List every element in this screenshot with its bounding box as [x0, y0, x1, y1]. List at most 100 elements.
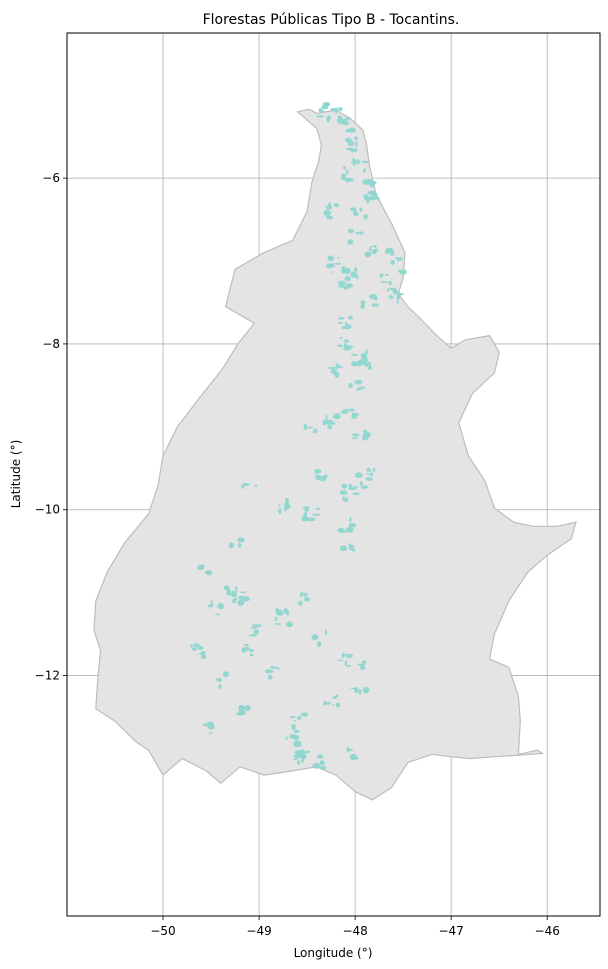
forest-patch [350, 687, 359, 690]
forest-patch [346, 655, 349, 658]
forest-patch [370, 472, 373, 477]
forest-patch [293, 740, 301, 748]
forest-patch [303, 595, 308, 597]
forest-patch [244, 643, 249, 647]
forest-patch [303, 592, 308, 596]
forest-patch [323, 700, 327, 706]
forest-patch [347, 408, 355, 412]
forest-patch [345, 345, 354, 349]
forest-patch [318, 109, 325, 113]
forest-patch [380, 281, 389, 284]
forest-patch [317, 754, 324, 759]
forest-patch [348, 483, 353, 489]
forest-patch [345, 321, 348, 328]
forest-patch [340, 530, 347, 533]
forest-patch [368, 247, 372, 252]
forest-patch [351, 437, 358, 439]
forest-patch [292, 758, 299, 760]
forest-patch [345, 526, 354, 533]
forest-patch [388, 294, 394, 299]
forest-patch [345, 137, 352, 143]
forest-patch [352, 162, 356, 167]
forest-patch [348, 315, 353, 320]
forest-patch [342, 166, 347, 170]
forest-patch [238, 595, 246, 600]
forest-patch [399, 269, 407, 275]
forest-patch [348, 177, 354, 182]
forest-patch [390, 251, 394, 256]
forest-patch [339, 336, 343, 339]
forest-patch [338, 317, 342, 320]
forest-patch [380, 274, 384, 278]
forest-patch [321, 104, 329, 110]
forest-patch [339, 490, 348, 495]
forest-patch [241, 484, 245, 489]
y-tick-label: −6 [42, 171, 60, 185]
forest-patch [325, 414, 328, 421]
forest-patch [273, 623, 282, 625]
forest-patch [250, 626, 257, 629]
forest-patch [337, 659, 344, 662]
forest-patch [355, 388, 362, 391]
forest-patch [331, 704, 335, 706]
forest-patch [278, 508, 282, 515]
forest-patch [368, 180, 377, 186]
forest-patch [351, 412, 355, 418]
forest-patch [302, 506, 310, 510]
forest-patch [322, 419, 327, 426]
forest-patch [312, 430, 317, 433]
forest-patch [312, 513, 321, 516]
forest-patch [215, 613, 220, 616]
forest-patch [366, 198, 370, 204]
y-tick-label: −10 [35, 503, 60, 517]
forest-patch [228, 542, 234, 549]
forest-patch [371, 192, 378, 196]
forest-patch [345, 169, 349, 175]
forest-patch [337, 257, 340, 260]
forest-patch [202, 723, 208, 727]
x-tick-label: −50 [150, 924, 175, 938]
forest-patch [396, 300, 399, 304]
forest-patch [377, 197, 380, 201]
forest-patch [346, 147, 354, 151]
forest-patch [307, 426, 314, 429]
forest-patch [255, 624, 259, 628]
forest-patch [384, 251, 389, 254]
forest-patch [362, 686, 370, 694]
forest-patch [208, 732, 213, 735]
forest-patch [258, 624, 262, 627]
forest-patch [327, 367, 336, 369]
forest-patch [356, 434, 360, 437]
forest-patch [362, 434, 369, 441]
forest-patch [284, 497, 290, 504]
forest-patch [351, 361, 359, 367]
forest-patch [238, 704, 245, 712]
forest-patch [234, 586, 238, 591]
forest-patch [352, 492, 360, 496]
forest-patch [348, 127, 356, 133]
forest-patch [330, 421, 336, 425]
forest-patch [200, 654, 207, 659]
forest-patch [324, 629, 327, 636]
forest-patch [368, 195, 377, 201]
map-title: Florestas Públicas Tipo B - Tocantins. [203, 12, 460, 28]
forest-patch [215, 678, 220, 681]
forest-patch [332, 271, 334, 273]
forest-patch [327, 255, 335, 262]
x-tick-label: −49 [246, 924, 271, 938]
forest-patch [319, 760, 325, 766]
forest-patch [361, 160, 369, 164]
forest-patch [385, 273, 389, 276]
forest-patch [249, 648, 254, 653]
forest-patch [342, 409, 349, 414]
forest-patch [371, 249, 377, 255]
forest-patch [299, 592, 303, 597]
forest-patch [397, 293, 405, 296]
forest-patch [386, 288, 390, 292]
forest-patch [355, 275, 359, 279]
forest-patch [338, 107, 343, 112]
forest-patch [218, 684, 222, 690]
forest-patch [191, 647, 198, 651]
forest-patch [323, 209, 332, 217]
forest-patch [360, 664, 363, 667]
